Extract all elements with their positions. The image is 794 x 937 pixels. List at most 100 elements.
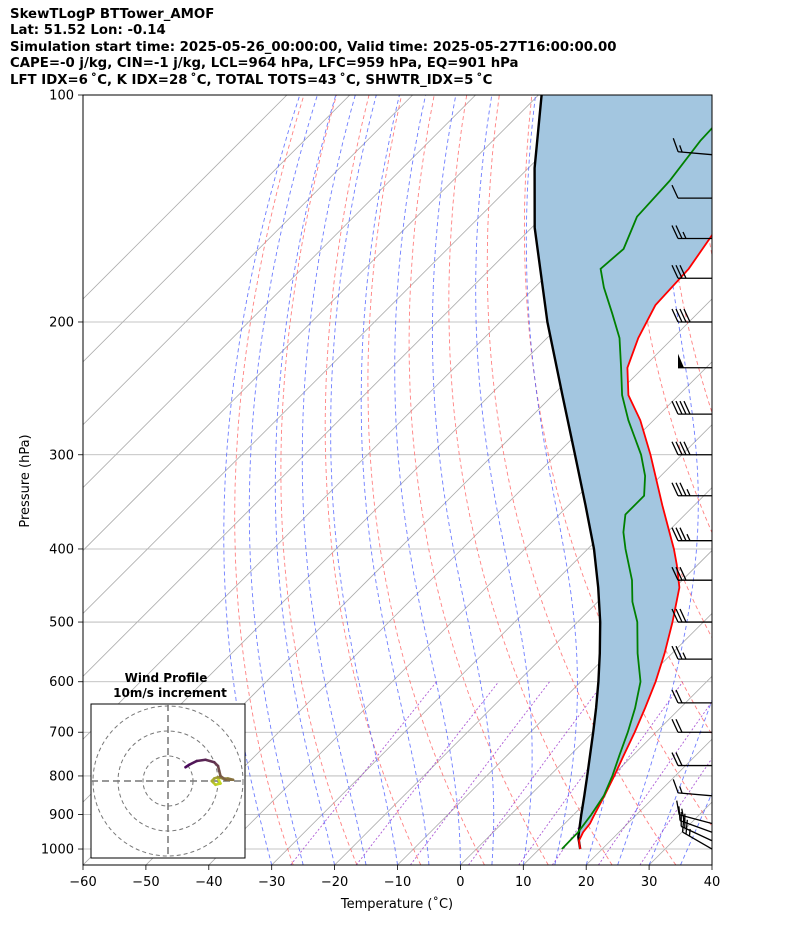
wind-barb	[671, 308, 712, 323]
wind-barb-flag	[679, 608, 687, 623]
wind-barb-flag	[683, 441, 691, 456]
y-tick-label: 1000	[41, 843, 74, 858]
wind-barb	[671, 184, 712, 199]
hodograph-inset: Wind Profile 10m/s increment	[90, 671, 246, 859]
wind-barb-flag	[679, 400, 687, 415]
wind-barb-flag	[671, 225, 679, 239]
x-tick-label: 20	[578, 875, 595, 890]
wind-barb-halfflag	[686, 533, 691, 541]
moist-adiabat-line	[223, 95, 301, 865]
isotherm-line	[83, 95, 351, 363]
wind-barb-halfflag	[682, 652, 687, 660]
moist-adiabat-line	[475, 95, 533, 865]
moist-adiabat-line	[525, 95, 578, 865]
wind-barb-flag	[675, 566, 683, 581]
wind-barb-flag	[671, 482, 679, 497]
wind-barb-halfflag	[679, 786, 683, 794]
wind-barb-halfflag	[681, 808, 684, 816]
wind-barb-staff	[678, 814, 713, 825]
dewpoint-profile-line	[561, 126, 712, 850]
hodograph-segment	[204, 758, 216, 764]
x-axis-label: Temperature (˚C)	[340, 896, 453, 912]
x-tick-label: 30	[641, 875, 658, 890]
wind-barb-flag	[683, 400, 691, 415]
isotherm-line	[460, 612, 712, 865]
x-tick-label: −10	[384, 875, 411, 890]
wind-barb-halfflag	[682, 231, 687, 239]
wind-barb-flag	[671, 689, 679, 704]
moist-adiabat-line	[360, 95, 430, 865]
shaded-area	[534, 95, 712, 849]
moist-adiabat-line	[680, 791, 712, 865]
moist-adiabat-line	[431, 95, 495, 865]
y-tick-label: 400	[49, 542, 74, 557]
wind-barb-flag	[671, 400, 679, 415]
wind-barb-flag	[679, 482, 687, 497]
y-axis-label: Pressure (hPa)	[18, 434, 33, 527]
hodograph-segment	[195, 758, 207, 763]
moist-adiabat-line	[248, 95, 318, 865]
wind-barb	[678, 353, 712, 369]
hodograph-segment	[184, 763, 191, 769]
dry-adiabat-line	[448, 95, 613, 865]
isotherm-line	[83, 95, 539, 552]
wind-barb-flag	[675, 225, 683, 239]
dry-adiabat-line	[628, 95, 712, 534]
wind-barb-flag	[671, 184, 679, 199]
moist-adiabat-line	[648, 698, 712, 865]
dry-adiabat-line	[523, 95, 712, 828]
wind-barb	[671, 752, 712, 767]
dry-adiabat-line	[727, 95, 794, 865]
wind-barb-flag	[679, 441, 687, 456]
figure-header: SkewTLogP BTTower_AMOF Lat: 51.52 Lon: -…	[10, 7, 617, 89]
wind-barb-flag	[671, 441, 679, 456]
x-tick-label: −60	[69, 875, 96, 890]
wind-barb	[671, 645, 712, 660]
dry-adiabat-line	[408, 95, 549, 865]
wind-barb	[671, 482, 712, 497]
wind-barb	[671, 225, 712, 240]
axes: Temperature (˚C) Pressure (hPa) −60 −50 −4…	[18, 89, 720, 913]
wind-barb-flag	[675, 527, 683, 541]
parcel-profile-line	[533, 95, 602, 850]
wind-barb	[671, 264, 712, 279]
wind-barb-flag	[675, 608, 683, 623]
x-tick-label: −20	[321, 875, 348, 890]
moist-adiabat-line	[330, 95, 398, 865]
dry-adiabat-line	[280, 95, 358, 865]
x-tick-label: −50	[132, 875, 159, 890]
sounding-profiles	[533, 95, 712, 850]
x-tick-label: 40	[704, 875, 721, 890]
wind-barb-flag	[671, 566, 679, 581]
hodograph-title: Wind Profile	[125, 671, 208, 685]
wind-barb-flag	[679, 527, 687, 541]
wind-barb-flag	[672, 138, 679, 152]
wind-barb	[672, 779, 713, 797]
wind-barb-flag	[675, 718, 683, 733]
isotherm-line	[83, 95, 288, 300]
wind-barb-halfflag	[686, 488, 691, 497]
wind-barb-flag	[671, 718, 679, 733]
wind-barb-staff	[679, 819, 713, 833]
location-line: Lat: 51.52 Lon: -0.14	[10, 23, 166, 39]
wind-barb-staff	[678, 151, 713, 156]
time-line: Simulation start time: 2025-05-26_00:00:…	[10, 39, 617, 55]
isotherm-line	[83, 95, 602, 614]
y-tick-label: 900	[49, 808, 74, 823]
wind-barb	[676, 800, 713, 825]
moist-adiabat-line	[274, 95, 337, 865]
wind-barb-flag	[675, 752, 683, 766]
wind-barb-flag	[672, 779, 679, 794]
dry-adiabat-line	[234, 95, 305, 865]
wind-barb	[671, 400, 712, 415]
wind-barb-flag	[675, 441, 683, 456]
hodograph-plot	[91, 704, 245, 858]
wind-barb-flag	[675, 689, 683, 704]
mixing-ratio-line	[410, 681, 550, 865]
y-tick-label: 200	[49, 315, 74, 330]
dry-adiabat-line	[324, 95, 422, 865]
wind-barb-flag	[671, 645, 679, 660]
wind-barb	[671, 527, 712, 542]
moist-adiabat-line	[394, 95, 461, 865]
isotherm-line	[83, 95, 476, 489]
